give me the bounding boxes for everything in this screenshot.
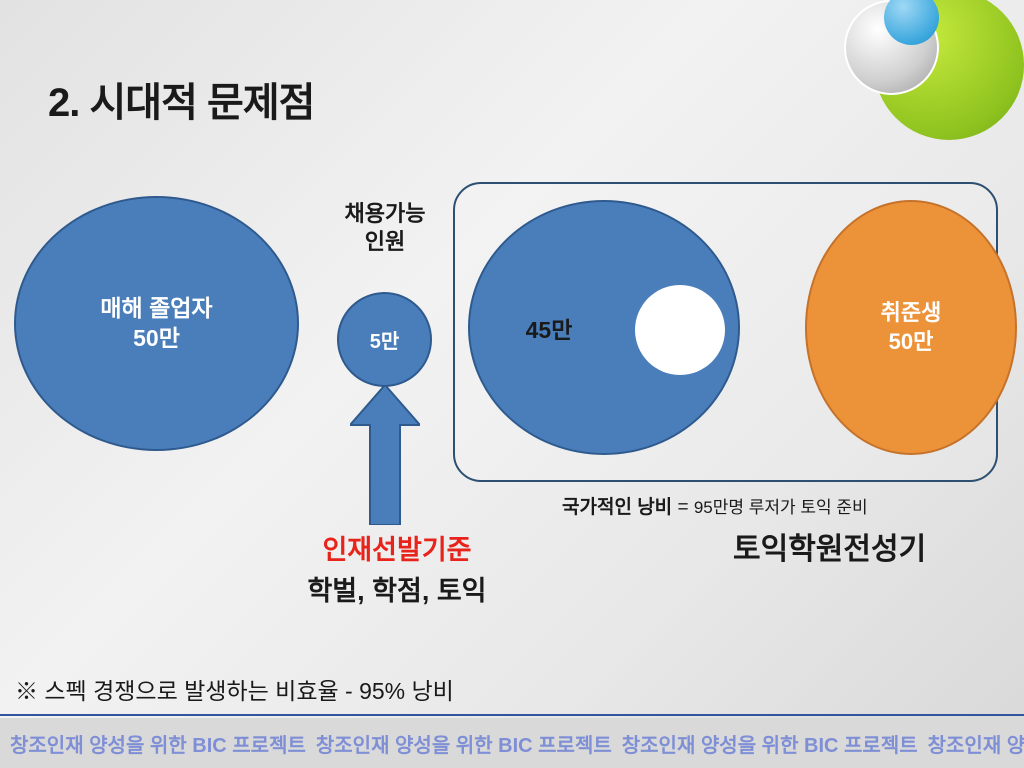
- waste-prefix: 국가적인 낭비: [562, 497, 672, 518]
- venn-blue-text: 45만: [526, 311, 573, 345]
- footer-repeated-text-4: 창조인재 양성을 위한 BIC 프로젝트: [918, 729, 1024, 758]
- hireable-count-circle: 5만: [337, 292, 432, 387]
- selection-criteria-title: 인재선발기준: [232, 528, 562, 567]
- footnote-text: ※ 스펙 경쟁으로 발생하는 비효율 - 95% 낭비: [15, 672, 454, 706]
- up-arrow-icon: [350, 385, 420, 525]
- venn-orange-circle: 취준생 50만: [805, 200, 1017, 455]
- footer-divider: [0, 714, 1024, 716]
- hireable-count-text: 5만: [370, 325, 400, 354]
- footer-repeated-text-3: 창조인재 양성을 위한 BIC 프로젝트: [612, 729, 918, 758]
- national-waste-label: 국가적인 낭비 = 95만명 루저가 토익 준비: [562, 492, 868, 519]
- waste-detail: 95만명 루저가 토익 준비: [694, 498, 868, 517]
- selection-criteria-label: 인재선발기준 학벌, 학점, 토익: [232, 528, 562, 608]
- venn-orange-text: 취준생 50만: [881, 299, 942, 356]
- title-rest: 문제점: [207, 81, 314, 125]
- selection-criteria-sub: 학벌, 학점, 토익: [232, 569, 562, 608]
- venn-overlap-circle: [635, 285, 725, 375]
- footer-repeated-text-1: 창조인재 양성을 위한 BIC 프로젝트: [0, 729, 306, 758]
- toeic-boom-label: 토익학원전성기: [733, 524, 926, 568]
- footer-repeated-text-2: 창조인재 양성을 위한 BIC 프로젝트: [306, 729, 612, 758]
- graduates-circle-text: 매해 졸업자 50만: [100, 294, 212, 354]
- hireable-label: 채용가능 인원: [330, 200, 440, 255]
- graduates-circle: 매해 졸업자 50만: [14, 196, 299, 451]
- decorative-logo: [834, 0, 1024, 160]
- slide-title: 2. 시대적 문제점: [48, 70, 314, 128]
- waste-equals: =: [677, 497, 688, 518]
- footer-band: 창조인재 양성을 위한 BIC 프로젝트 창조인재 양성을 위한 BIC 프로젝…: [0, 718, 1024, 768]
- title-emphasis: 시대적: [89, 81, 196, 125]
- title-number: 2.: [48, 81, 79, 125]
